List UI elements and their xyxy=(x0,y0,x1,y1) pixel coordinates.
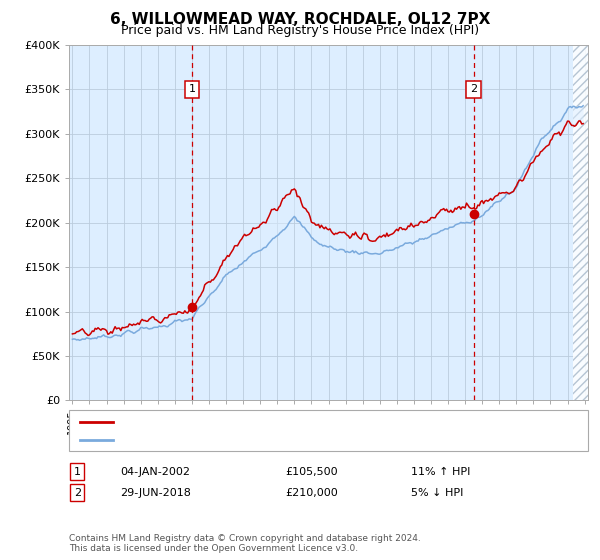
Text: 29-JUN-2018: 29-JUN-2018 xyxy=(120,488,191,498)
Text: 1: 1 xyxy=(189,84,196,94)
Text: £105,500: £105,500 xyxy=(285,466,338,477)
Text: 11% ↑ HPI: 11% ↑ HPI xyxy=(411,466,470,477)
Text: 5% ↓ HPI: 5% ↓ HPI xyxy=(411,488,463,498)
Text: 04-JAN-2002: 04-JAN-2002 xyxy=(120,466,190,477)
Bar xyxy=(572,45,593,400)
Text: 1: 1 xyxy=(74,466,81,477)
Text: 2: 2 xyxy=(470,84,477,94)
Text: £210,000: £210,000 xyxy=(285,488,338,498)
Text: HPI: Average price, detached house, Rochdale: HPI: Average price, detached house, Roch… xyxy=(119,435,359,445)
Text: Price paid vs. HM Land Registry's House Price Index (HPI): Price paid vs. HM Land Registry's House … xyxy=(121,24,479,37)
Text: Contains HM Land Registry data © Crown copyright and database right 2024.
This d: Contains HM Land Registry data © Crown c… xyxy=(69,534,421,553)
Text: 6, WILLOWMEAD WAY, ROCHDALE, OL12 7PX: 6, WILLOWMEAD WAY, ROCHDALE, OL12 7PX xyxy=(110,12,490,27)
Text: 6, WILLOWMEAD WAY, ROCHDALE, OL12 7PX (detached house): 6, WILLOWMEAD WAY, ROCHDALE, OL12 7PX (d… xyxy=(119,417,448,427)
Text: 2: 2 xyxy=(74,488,81,498)
